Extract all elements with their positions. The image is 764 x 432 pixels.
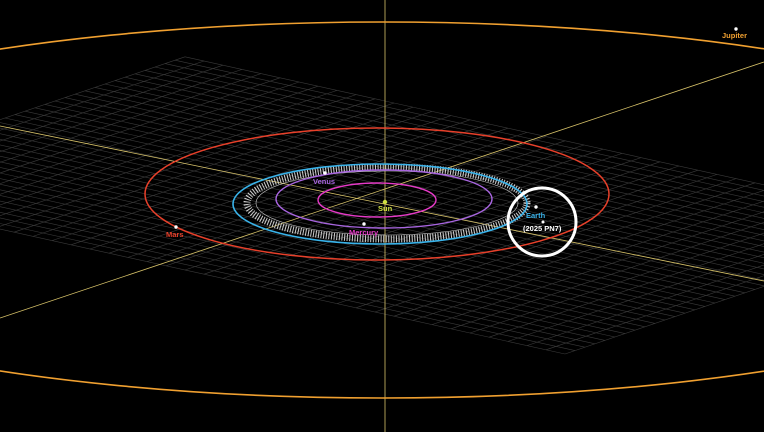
grid-line — [144, 70, 764, 208]
grid-line — [114, 80, 764, 225]
grid-line — [24, 110, 764, 275]
venus-label: Venus — [313, 177, 335, 186]
mercury-orbit — [317, 182, 437, 218]
grid-line — [74, 93, 764, 247]
grid-line — [0, 189, 636, 331]
grid-line — [0, 155, 696, 311]
grid-line — [0, 133, 736, 297]
grid-line — [54, 100, 764, 259]
grid-line — [0, 144, 716, 304]
mars-orbit — [144, 127, 610, 261]
grid-line — [44, 104, 764, 264]
circle-highlight-icon — [506, 186, 578, 258]
grid-line — [0, 178, 656, 324]
grid-line — [0, 127, 746, 294]
grid-line — [94, 87, 764, 236]
earth-dot-icon — [534, 205, 538, 209]
grid-line — [0, 161, 686, 314]
grid-line — [124, 76, 764, 219]
grid-line — [164, 63, 764, 197]
ecliptic-axis-1 — [0, 125, 764, 282]
grid-line — [0, 223, 576, 351]
earth-orbit — [232, 163, 528, 245]
grid-line — [174, 59, 764, 191]
grid-line — [0, 183, 646, 328]
sun-label: Sun — [378, 204, 393, 213]
bodies: Sun Mercury Venus Earth (2025 PN7) Mars … — [166, 27, 747, 239]
sun-dot-icon — [382, 199, 388, 205]
grid-line — [0, 200, 616, 338]
jupiter-dot-icon — [734, 27, 738, 31]
jupiter-orbit — [0, 21, 764, 399]
mars-dot-icon — [174, 225, 178, 229]
asteroid-label: (2025 PN7) — [523, 224, 562, 233]
ecliptic-axis-2 — [0, 61, 764, 319]
grid-line — [0, 217, 586, 348]
grid-line — [184, 56, 764, 186]
grid-line — [14, 114, 764, 281]
earth-label: Earth — [526, 211, 546, 220]
grid-line — [0, 211, 596, 345]
grid-line — [0, 228, 566, 355]
grid-line — [0, 206, 606, 341]
ecliptic-grid — [0, 56, 764, 355]
grid-line — [34, 107, 764, 270]
orbits — [0, 21, 764, 399]
grid-line — [134, 73, 764, 214]
grid-line — [0, 195, 626, 334]
grid-line — [104, 83, 764, 230]
grid-line — [84, 90, 764, 242]
mercury-dot-icon — [362, 222, 366, 226]
venus-orbit — [275, 169, 493, 229]
venus-dot-icon — [323, 171, 327, 175]
grid-line — [154, 66, 764, 202]
grid-line — [64, 97, 764, 253]
grid-line — [0, 56, 186, 121]
grid-line — [0, 150, 706, 307]
grid-line — [0, 139, 726, 300]
asteroid-orbit-inner — [255, 170, 519, 236]
asteroid-dot-icon — [541, 220, 545, 224]
grid-line — [0, 172, 666, 321]
mars-label: Mars — [166, 230, 184, 239]
mercury-label: Mercury — [349, 228, 379, 237]
grid-line — [0, 122, 756, 290]
jupiter-label: Jupiter — [722, 31, 747, 40]
